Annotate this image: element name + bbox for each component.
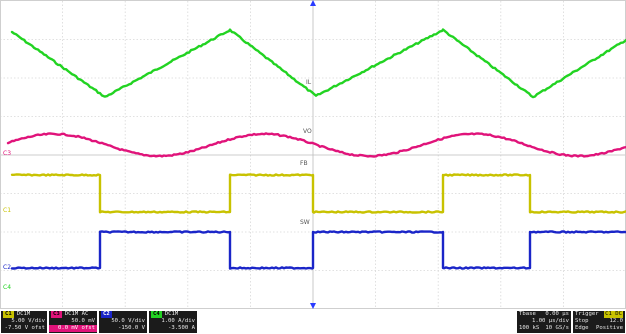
trigger-time-marker-bottom[interactable] [310,303,316,309]
channel-tag: C1 [3,311,14,318]
channel-title: DC1M [16,311,31,317]
ch2-ground-marker[interactable]: C2 [3,264,11,271]
feedback-trace [10,173,626,214]
label-fb: FB [300,160,308,167]
channel-c1-box[interactable]: C1 DC1M 5.00 V/div -7.50 V ofst [1,311,47,333]
trigger-level: 12.0 [609,318,623,324]
channel-tag: C3 [51,311,62,318]
channel-tag: C4 [151,311,162,318]
channel-c2-box[interactable]: C2 50.0 V/div -150.0 V [99,311,147,333]
trigger-mode: Stop [575,318,589,324]
timebase-offset: 0.00 µs [545,311,569,317]
channel-offset: -150.0 V [118,325,145,331]
channel-offset: 0.0 mV ofst [49,325,97,332]
channel-c4-box[interactable]: C4 DC1M 1.00 A/div -3.500 A [149,311,197,333]
timebase-rate: 10 GS/s [545,325,569,331]
ch3-ground-marker[interactable]: C3 [3,150,11,157]
ch4-ground-marker[interactable]: C4 [3,284,11,291]
channel-offset: -3.500 A [168,325,195,331]
channel-title: DC1M [164,311,179,317]
timebase-scale: 1.00 µs/div [531,318,569,324]
channel-c3-box[interactable]: C3 DC1M AC 50.0 mV 0.0 mV ofst [49,311,97,333]
label-il: IL [306,79,312,86]
channel-offset: -7.50 V ofst [4,325,45,331]
label-vo: VO [303,128,312,135]
channel-scale: 5.00 V/div [11,318,45,324]
switch-node-trace [10,230,626,270]
channel-scale: 1.00 A/div [161,318,195,324]
trigger-source: C1 DC [604,311,623,318]
channel-title: DC1M AC [64,311,89,317]
output-ripple-trace [6,132,626,158]
timebase-samples: 100 kS [519,325,540,331]
status-bar: C1 DC1M 5.00 V/div -7.50 V ofst C3 DC1M AC… [0,309,626,334]
trigger-label: Trigger [575,311,599,317]
trigger-slope: Positive [596,325,623,331]
label-sw: SW [300,219,310,226]
trigger-box[interactable]: Trigger C1 DC Stop 12.0 Edge Positive [573,311,625,333]
trigger-time-marker-top[interactable] [310,0,316,6]
channel-tag: C2 [101,311,112,318]
timebase-label: Tbase [519,311,536,317]
trigger-type: Edge [575,325,589,331]
timebase-box[interactable]: Tbase 0.00 µs 1.00 µs/div 100 kS 10 GS/s [517,311,571,333]
ch1-ground-marker[interactable]: C1 [3,207,11,214]
channel-scale: 50.0 mV [71,318,95,324]
inductor-current-trace [10,28,626,99]
channel-scale: 50.0 V/div [111,318,145,324]
